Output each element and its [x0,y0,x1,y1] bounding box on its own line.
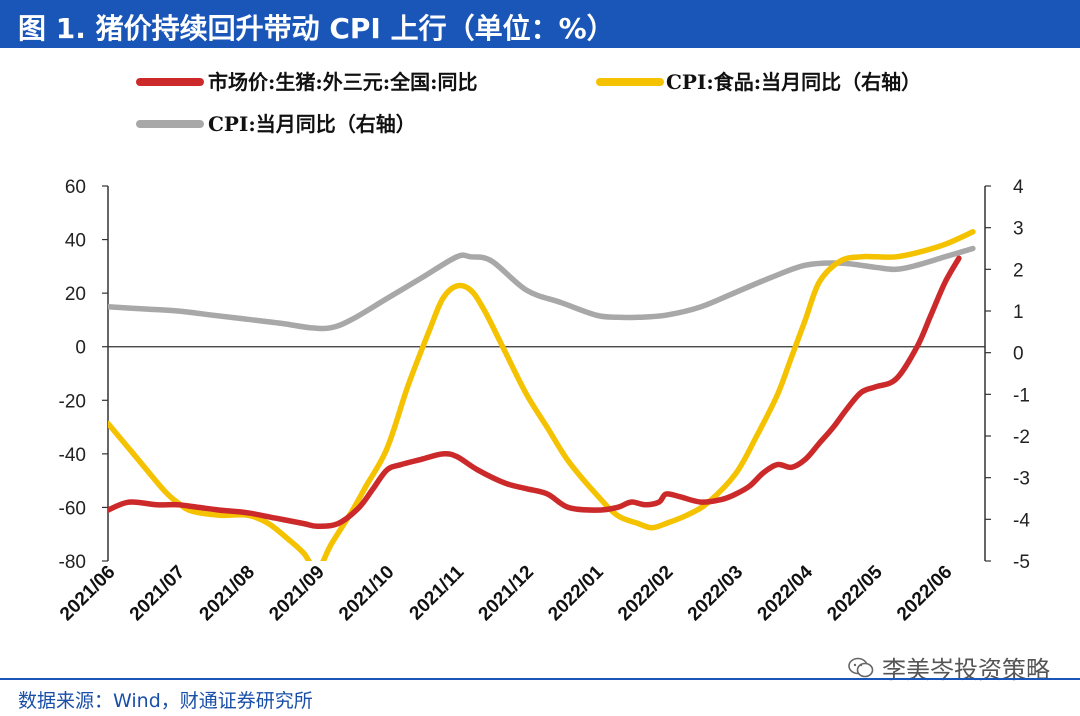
chart: 市场价:生猪:外三元:全国:同比 CPI:食品:当月同比（右轴） CPI:当月同… [56,70,1031,625]
x-tick-label: 2021/10 [335,562,398,625]
y-left-tick-label: 0 [75,338,86,359]
y-left-tick-label: -80 [59,552,86,573]
x-tick-label: 2021/07 [126,562,189,625]
x-tick-label: 2022/03 [684,562,747,625]
x-tick-label: 2022/05 [823,561,887,625]
chart-title: 图 1. 猪价持续回升带动 CPI 上行（单位：%） [18,12,615,45]
y-left-tick-label: -60 [59,498,86,519]
y-right-tick-label: -1 [1013,385,1030,406]
x-tick-label: 2021/11 [406,561,469,624]
y-left-tick-label: 20 [65,284,86,305]
axes: -80 -60 -40 -20 0 20 40 60 -5 -4 -3 -2 -1 0 1 2 3 4 [59,177,1031,573]
x-tick-label: 2021/08 [196,562,259,625]
y-left-tick-label: -20 [59,391,86,412]
series-lines [108,229,976,561]
y-right-tick-label: -3 [1013,469,1030,490]
y-left-tick-label: -40 [59,445,86,466]
title-bar: 图 1. 猪价持续回升带动 CPI 上行（单位：%） [0,0,1080,48]
y-right-tick-label: 0 [1013,344,1024,365]
y-right-tick-label: 1 [1013,302,1024,323]
series-line-food [108,229,976,561]
x-tick-label: 2022/01 [544,561,608,625]
x-tick-label: 2022/04 [754,561,818,625]
legend: 市场价:生猪:外三元:全国:同比 CPI:食品:当月同比（右轴） CPI:当月同… [136,70,921,136]
y-right-tick-label: 3 [1013,219,1024,240]
x-tick-labels: 2021/06 2021/07 2021/08 2021/09 2021/10 2021/… [56,561,956,625]
source-divider [0,678,1080,680]
y-left-tick-label: 60 [65,177,86,198]
series-line-cpi [108,245,976,332]
series-line-pork [108,255,962,529]
legend-label-pork: 市场价:生猪:外三元:全国:同比 [208,70,478,94]
legend-label-cpi: CPI:当月同比（右轴） [208,112,416,136]
x-tick-label: 2022/06 [893,562,956,625]
y-right-tick-label: -2 [1013,427,1030,448]
x-tick-label: 2021/12 [475,562,538,625]
y-right-tick-label: -4 [1013,510,1030,531]
y-right-tick-label: 2 [1013,260,1024,281]
y-left-tick-label: 40 [65,231,86,252]
x-tick-label: 2022/02 [614,562,677,625]
source-note: 数据来源：Wind，财通证券研究所 [18,690,313,712]
y-right-tick-label: 4 [1013,177,1024,198]
x-tick-label: 2021/09 [265,562,328,625]
legend-label-food: CPI:食品:当月同比（右轴） [666,70,921,94]
wechat-icon [848,657,874,677]
y-right-tick-label: -5 [1013,552,1030,573]
